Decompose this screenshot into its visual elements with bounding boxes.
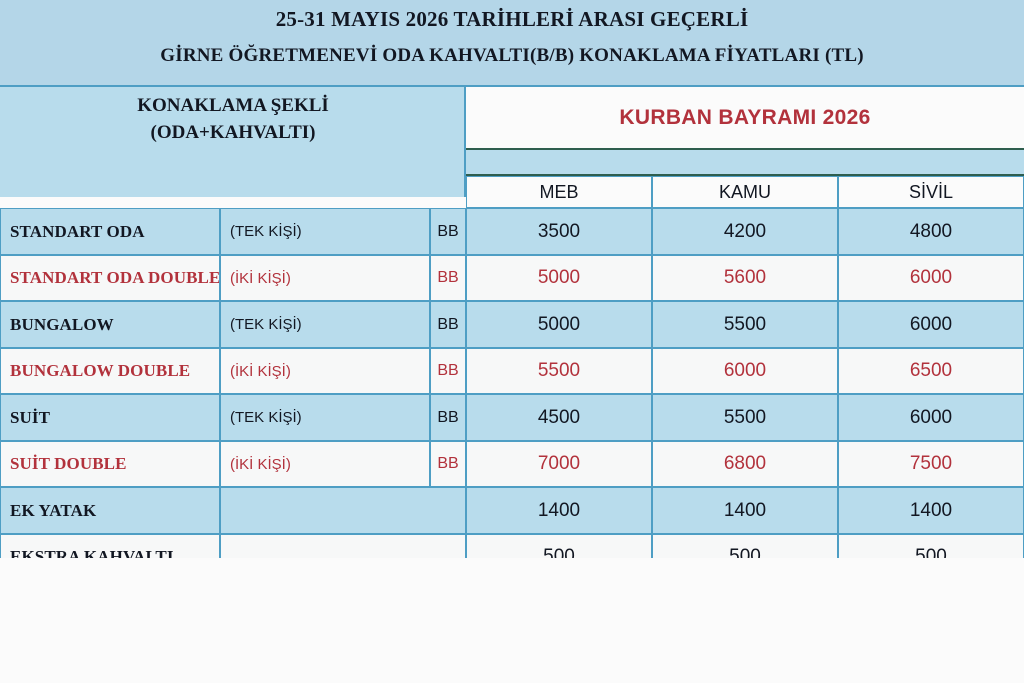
board-type-label: BB (437, 222, 459, 240)
price-value: 5000 (537, 313, 581, 335)
table-header-season: KURBAN BAYRAMI 2026 (466, 85, 1024, 148)
price-cell: 5000 (466, 255, 652, 301)
price-cell: 6800 (652, 441, 838, 487)
board-type-cell: BB (430, 394, 466, 441)
board-type-cell: BB (430, 441, 466, 487)
price-value: 6000 (909, 406, 953, 428)
price-cell: 5600 (652, 255, 838, 301)
price-cell: 6500 (838, 348, 1024, 394)
price-value: 6000 (723, 360, 767, 381)
table-row: STANDART ODA (0, 208, 220, 255)
room-type-label: BUNGALOW DOUBLE (10, 361, 191, 380)
board-type-cell: BB (430, 208, 466, 255)
price-value: 5000 (537, 267, 581, 288)
table-header-accommodation-type: KONAKLAMA ŞEKLİ (ODA+KAHVALTI) (0, 85, 466, 197)
room-type-label: EK YATAK (10, 500, 97, 520)
board-type-label: BB (437, 315, 459, 333)
room-type-label: BUNGALOW (10, 314, 114, 334)
price-value: 5500 (537, 360, 581, 381)
occupancy-label: (İKİ KİŞİ) (230, 269, 291, 287)
price-value: 4800 (909, 220, 953, 242)
price-cell: 7000 (466, 441, 652, 487)
price-cell: 4200 (652, 208, 838, 255)
board-type-label: BB (437, 269, 459, 286)
occupancy-label: (İKİ KİŞİ) (230, 455, 291, 473)
occupancy-cell: (TEK KİŞİ) (220, 301, 430, 348)
occupancy-cell: (İKİ KİŞİ) (220, 255, 430, 301)
table-row: SUİT DOUBLE (0, 441, 220, 487)
price-cell: 5000 (466, 301, 652, 348)
price-column-header-meb: MEB (466, 176, 652, 208)
board-type-cell: BB (430, 348, 466, 394)
price-cell: 1400 (838, 487, 1024, 534)
price-value: 1400 (909, 499, 953, 521)
table-row: BUNGALOW (0, 301, 220, 348)
season-label: KURBAN BAYRAMI 2026 (619, 105, 871, 129)
room-type-label: STANDART ODA (10, 221, 145, 241)
room-type-label: STANDART ODA DOUBLE (10, 268, 220, 287)
price-column-header-label: MEB (539, 181, 579, 202)
price-cell: 6000 (838, 255, 1024, 301)
occupancy-label: (TEK KİŞİ) (230, 409, 302, 426)
table-row: BUNGALOW DOUBLE (0, 348, 220, 394)
price-value: 6000 (909, 267, 953, 288)
room-type-label: SUİT DOUBLE (10, 454, 127, 473)
occupancy-label: (İKİ KİŞİ) (230, 362, 291, 380)
price-value: 5500 (723, 313, 767, 335)
price-value: 3500 (537, 220, 581, 242)
price-column-header-si̇vi̇l: SİVİL (838, 176, 1024, 208)
occupancy-cell-empty (220, 487, 466, 534)
price-cell: 3500 (466, 208, 652, 255)
price-value: 5500 (723, 406, 767, 428)
board-type-label: BB (437, 362, 459, 379)
table-row: STANDART ODA DOUBLE (0, 255, 220, 301)
occupancy-cell: (İKİ KİŞİ) (220, 441, 430, 487)
price-value: 6500 (909, 360, 953, 381)
price-value: 4200 (723, 220, 767, 242)
price-cell: 5500 (652, 301, 838, 348)
price-value: 4500 (537, 406, 581, 428)
occupancy-cell: (TEK KİŞİ) (220, 394, 430, 441)
room-type-label: SUİT (10, 407, 51, 427)
price-cell: 1400 (652, 487, 838, 534)
price-cell: 7500 (838, 441, 1024, 487)
price-cell: 4800 (838, 208, 1024, 255)
header-divider-strip (466, 148, 1024, 176)
price-cell: 5500 (466, 348, 652, 394)
title-banner: 25-31 MAYIS 2026 TARİHLERİ ARASI GEÇERLİ… (0, 0, 1024, 85)
table-body: STANDART ODA (TEK KİŞİ) BB 3500 4200 4800 STAN… (0, 208, 1024, 580)
occupancy-cell: (İKİ KİŞİ) (220, 348, 430, 394)
price-value: 6000 (909, 313, 953, 335)
price-value: 1400 (723, 499, 767, 521)
price-cell: 4500 (466, 394, 652, 441)
price-value: 6800 (723, 453, 767, 474)
page-title-primary: 25-31 MAYIS 2026 TARİHLERİ ARASI GEÇERLİ (275, 7, 749, 31)
price-value: 1400 (537, 499, 581, 521)
price-value: 7500 (909, 453, 953, 474)
price-column-header-label: KAMU (718, 181, 771, 202)
price-cell: 5500 (652, 394, 838, 441)
occupancy-cell: (TEK KİŞİ) (220, 208, 430, 255)
board-type-label: BB (437, 455, 459, 472)
occupancy-label: (TEK KİŞİ) (230, 223, 302, 240)
page-title-secondary: GİRNE ÖĞRETMENEVİ ODA KAHVALTI(B/B) KONA… (160, 45, 864, 66)
board-type-cell: BB (430, 255, 466, 301)
price-cell: 6000 (838, 394, 1024, 441)
occupancy-label: (TEK KİŞİ) (230, 316, 302, 333)
table-row: EK YATAK (0, 487, 220, 534)
price-column-header-label: SİVİL (908, 181, 954, 202)
header-accommodation-line2: (ODA+KAHVALTI) (150, 122, 316, 143)
price-value: 5600 (723, 267, 767, 288)
price-cell: 6000 (652, 348, 838, 394)
page-footer-area (0, 558, 1024, 683)
price-cell: 1400 (466, 487, 652, 534)
board-type-cell: BB (430, 301, 466, 348)
price-cell: 6000 (838, 301, 1024, 348)
price-value: 7000 (537, 453, 581, 474)
price-column-header-kamu: KAMU (652, 176, 838, 208)
board-type-label: BB (437, 408, 459, 426)
table-row: SUİT (0, 394, 220, 441)
price-table: KONAKLAMA ŞEKLİ (ODA+KAHVALTI) KURBAN BA… (0, 85, 1024, 580)
header-accommodation-line1: KONAKLAMA ŞEKLİ (137, 95, 329, 116)
